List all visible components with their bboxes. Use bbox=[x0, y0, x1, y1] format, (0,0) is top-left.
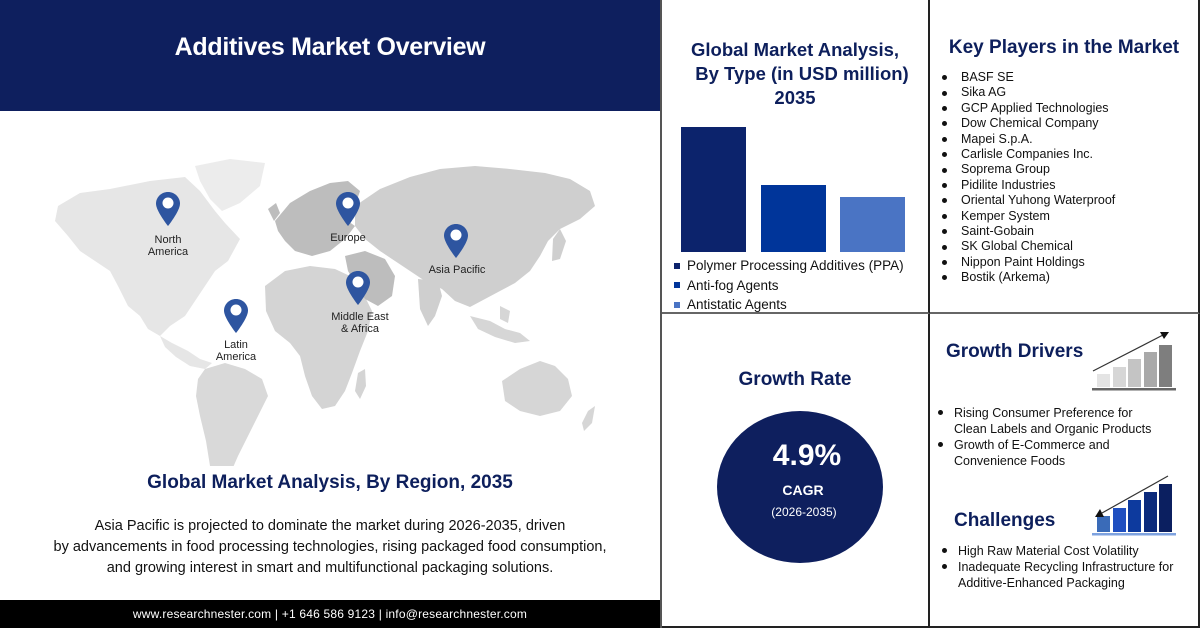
list-item: Sika AG bbox=[942, 85, 1115, 100]
key-players-list: BASF SE Sika AG GCP Applied Technologies… bbox=[942, 70, 1115, 286]
bullet-icon bbox=[942, 198, 947, 204]
bullet-icon bbox=[942, 260, 947, 266]
region-label-europe: Europe bbox=[330, 232, 366, 244]
list-item: Inadequate Recycling Infrastructure for A… bbox=[942, 559, 1198, 591]
map-pin-icon-europe[interactable] bbox=[336, 192, 360, 226]
growth-drivers-list: Rising Consumer Preference for Clean Labe… bbox=[938, 405, 1196, 469]
list-item: Pidilite Industries bbox=[942, 178, 1115, 193]
list-item: Kemper System bbox=[942, 209, 1115, 224]
bar-2 bbox=[761, 185, 826, 252]
list-item: Nippon Paint Holdings bbox=[942, 255, 1115, 270]
contact-info: www.researchnester.com | +1 646 586 9123… bbox=[132, 607, 528, 621]
cagr-badge: 4.9% CAGR (2026-2035) bbox=[717, 411, 883, 563]
bullet-icon bbox=[942, 106, 947, 112]
rising-bar-chart-icon bbox=[1092, 332, 1176, 391]
region-label-asia-pacific: Asia Pacific bbox=[428, 264, 486, 276]
list-item: SK Global Chemical bbox=[942, 239, 1115, 254]
bar-3 bbox=[840, 197, 905, 252]
list-item: Soprema Group bbox=[942, 162, 1115, 177]
bullet-icon bbox=[942, 90, 947, 96]
bullet-icon bbox=[942, 152, 947, 158]
legend-swatch-icon bbox=[674, 282, 680, 289]
chart-legend: Polymer Processing Additives (PPA) Anti-… bbox=[674, 256, 926, 315]
list-item: BASF SE bbox=[942, 70, 1115, 85]
list-item: Rising Consumer Preference for Clean Labe… bbox=[938, 405, 1196, 437]
challenges-list: High Raw Material Cost Volatility Inadeq… bbox=[942, 543, 1198, 591]
cagr-value: 4.9% bbox=[772, 439, 842, 472]
region-label-middle-east-africa: Middle East & Africa bbox=[331, 311, 389, 335]
bar-1 bbox=[681, 127, 746, 252]
legend-item: Anti-fog Agents bbox=[674, 276, 926, 296]
world-map: North America Europe Asia Pacific Middle… bbox=[0, 111, 660, 466]
legend-item: Antistatic Agents bbox=[674, 295, 926, 315]
region-analysis-title: Global Market Analysis, By Region, 2035 bbox=[147, 472, 513, 493]
bullet-icon bbox=[942, 229, 947, 235]
bullet-icon bbox=[942, 136, 947, 142]
list-item: Growth of E-Commerce and Convenience Food… bbox=[938, 437, 1196, 469]
bullet-icon bbox=[942, 183, 947, 189]
bullet-icon bbox=[942, 121, 947, 127]
region-label-latin-america: Latin America bbox=[215, 339, 257, 363]
list-item: Saint-Gobain bbox=[942, 224, 1115, 239]
type-analysis-title: Global Market Analysis, By Type (in USD … bbox=[690, 39, 909, 108]
drivers-challenges-panel: Growth Drivers Rising Consumer Preferenc… bbox=[930, 314, 1200, 628]
growth-rate-panel: Growth Rate 4.9% CAGR (2026-2035) bbox=[662, 314, 930, 628]
regional-overview-panel: Additives Market Overview bbox=[0, 0, 662, 628]
list-item: Dow Chemical Company bbox=[942, 116, 1115, 131]
key-players-title: Key Players in the Market bbox=[948, 37, 1180, 58]
growth-drivers-title: Growth Drivers bbox=[946, 341, 1084, 362]
list-item: Bostik (Arkema) bbox=[942, 270, 1115, 285]
list-item: High Raw Material Cost Volatility bbox=[942, 543, 1198, 559]
map-pin-icon-north-america[interactable] bbox=[156, 192, 180, 226]
map-pin-icon-middle-east-africa[interactable] bbox=[346, 271, 370, 305]
list-item: Oriental Yuhong Waterproof bbox=[942, 193, 1115, 208]
bullet-icon bbox=[942, 244, 947, 250]
map-pin-icon-asia-pacific[interactable] bbox=[444, 224, 468, 258]
challenges-title: Challenges bbox=[954, 510, 1056, 531]
world-map-graphic bbox=[55, 159, 595, 466]
legend-item: Polymer Processing Additives (PPA) bbox=[674, 256, 926, 276]
list-item: Mapei S.p.A. bbox=[942, 132, 1115, 147]
cagr-label: CAGR bbox=[782, 482, 824, 498]
cagr-period: (2026-2035) bbox=[771, 505, 837, 519]
bullet-icon bbox=[942, 275, 947, 281]
header-bar: Additives Market Overview bbox=[0, 0, 660, 111]
type-analysis-panel: Global Market Analysis, By Type (in USD … bbox=[662, 0, 930, 314]
bullet-icon bbox=[942, 564, 947, 569]
bullet-icon bbox=[942, 213, 947, 219]
list-item: GCP Applied Technologies bbox=[942, 101, 1115, 116]
key-players-panel: Key Players in the Market BASF SE Sika A… bbox=[930, 0, 1200, 314]
legend-swatch-icon bbox=[674, 262, 680, 269]
region-analysis-description: Asia Pacific is projected to dominate th… bbox=[53, 518, 607, 576]
legend-swatch-icon bbox=[674, 301, 680, 308]
map-pin-icon-latin-america[interactable] bbox=[224, 299, 248, 333]
bullet-icon bbox=[938, 442, 943, 447]
footer-bar: www.researchnester.com | +1 646 586 9123… bbox=[0, 600, 660, 628]
bullet-icon bbox=[938, 410, 943, 415]
bullet-icon bbox=[942, 75, 947, 81]
bullet-icon bbox=[942, 167, 947, 173]
bullet-icon bbox=[942, 548, 947, 553]
growth-rate-title: Growth Rate bbox=[738, 369, 852, 390]
declining-bar-chart-icon bbox=[1092, 475, 1176, 536]
page-title: Additives Market Overview bbox=[174, 33, 486, 61]
list-item: Carlisle Companies Inc. bbox=[942, 147, 1115, 162]
region-label-north-america: North America bbox=[147, 234, 189, 258]
